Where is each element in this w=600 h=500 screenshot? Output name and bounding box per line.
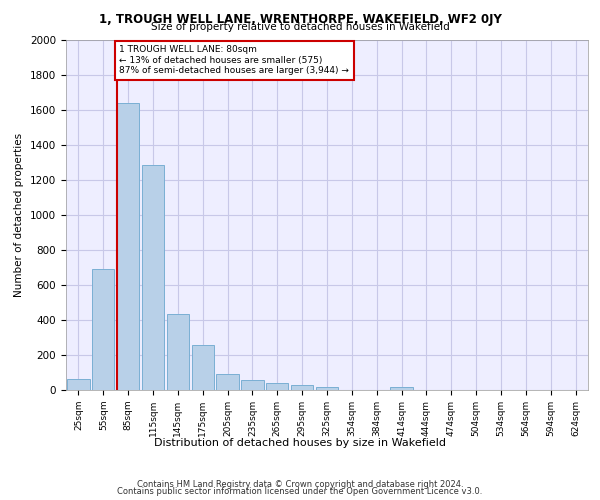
Bar [117, 103, 139, 390]
Bar [316, 387, 338, 390]
Bar [142, 165, 164, 390]
Bar [67, 378, 89, 390]
Bar [241, 380, 263, 390]
Text: Contains HM Land Registry data © Crown copyright and database right 2024.: Contains HM Land Registry data © Crown c… [137, 480, 463, 489]
Bar [266, 384, 289, 390]
Bar [291, 385, 313, 390]
Text: 1 TROUGH WELL LANE: 80sqm
← 13% of detached houses are smaller (575)
87% of semi: 1 TROUGH WELL LANE: 80sqm ← 13% of detac… [119, 46, 349, 75]
Bar [167, 314, 189, 390]
Y-axis label: Number of detached properties: Number of detached properties [14, 133, 25, 297]
Bar [217, 374, 239, 390]
Text: Contains public sector information licensed under the Open Government Licence v3: Contains public sector information licen… [118, 487, 482, 496]
Bar [92, 269, 115, 390]
Text: Size of property relative to detached houses in Wakefield: Size of property relative to detached ho… [151, 22, 449, 32]
Text: 1, TROUGH WELL LANE, WRENTHORPE, WAKEFIELD, WF2 0JY: 1, TROUGH WELL LANE, WRENTHORPE, WAKEFIE… [98, 12, 502, 26]
Bar [391, 387, 413, 390]
Bar [191, 346, 214, 390]
Text: Distribution of detached houses by size in Wakefield: Distribution of detached houses by size … [154, 438, 446, 448]
